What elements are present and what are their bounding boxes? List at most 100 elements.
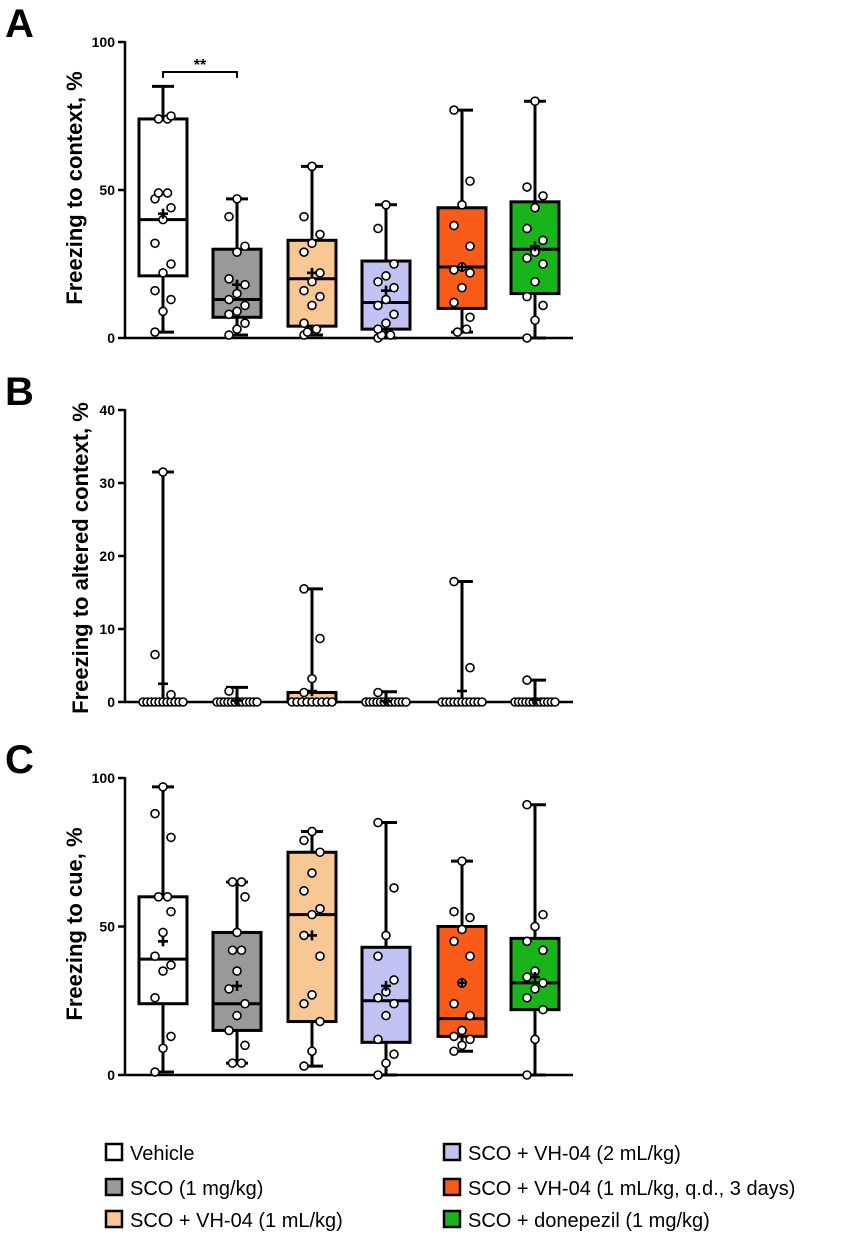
data-point — [522, 253, 532, 263]
plot-cue: 0 50 100 — [92, 770, 573, 1083]
box-1 — [138, 467, 188, 707]
legend-item-donepezil: SCO + donepezil (1 mg/kg) — [442, 1209, 710, 1232]
data-point — [307, 868, 317, 878]
data-point — [307, 238, 317, 249]
data-point — [381, 318, 391, 329]
data-point — [457, 282, 467, 293]
data-point — [522, 223, 532, 234]
box-5 — [436, 105, 488, 337]
data-point — [150, 327, 160, 337]
data-point — [227, 877, 238, 887]
data-point — [373, 687, 383, 698]
data-point — [162, 891, 173, 902]
ylabel-b: Freezing to altered context, % — [68, 402, 93, 714]
data-point — [381, 294, 391, 305]
data-point — [477, 697, 487, 707]
data-point — [373, 951, 383, 962]
data-point — [389, 282, 399, 293]
data-point — [452, 327, 463, 337]
legend-label: SCO (1 mg/kg) — [130, 1178, 263, 1200]
legend-item-vh04-1ml: SCO + VH-04 (1 mL/kg) — [104, 1209, 343, 1232]
data-point — [522, 675, 532, 685]
data-point — [457, 1025, 467, 1036]
data-point — [240, 891, 250, 902]
data-point — [373, 1070, 383, 1080]
data-point — [153, 188, 164, 198]
data-point — [373, 1034, 383, 1045]
data-point — [166, 1031, 176, 1042]
legend-label: SCO + VH-04 (1 mL/kg, q.d., 3 days) — [468, 1178, 795, 1200]
y-tick-label: 100 — [92, 34, 116, 50]
data-point — [150, 1067, 160, 1077]
data-point — [530, 921, 540, 932]
data-point — [373, 223, 383, 234]
data-point — [158, 306, 168, 317]
legend: Vehicle SCO (1 mg/kg) SCO + VH-04 (1 mL/… — [104, 1142, 795, 1232]
legend-swatch — [104, 1177, 124, 1197]
data-point — [158, 467, 168, 477]
data-point — [236, 945, 247, 956]
panel-label-a: A — [5, 2, 34, 46]
data-point — [381, 271, 391, 281]
data-point — [178, 697, 188, 707]
data-point — [389, 259, 399, 269]
data-point — [299, 584, 309, 594]
data-point — [158, 1043, 168, 1054]
data-point — [449, 1046, 459, 1057]
data-point — [457, 200, 467, 210]
plot-context: 0 50 100 ** — [92, 34, 573, 346]
data-point — [150, 285, 160, 296]
data-point — [385, 330, 396, 340]
data-point — [465, 912, 475, 923]
data-point — [150, 992, 160, 1003]
legend-label: SCO + VH-04 (2 mL/kg) — [468, 1143, 681, 1165]
data-point — [299, 886, 309, 896]
data-point — [166, 960, 176, 970]
data-point — [307, 1046, 317, 1057]
data-point — [240, 300, 250, 311]
y-tick-label: 50 — [99, 919, 115, 935]
legend-swatch — [104, 1209, 124, 1229]
data-point — [299, 835, 309, 846]
data-point — [315, 1016, 325, 1027]
box-iqr — [509, 936, 561, 1012]
legend-label: Vehicle — [130, 1143, 195, 1165]
box-2 — [211, 194, 263, 340]
data-point — [299, 998, 309, 1009]
y-tick-label: 0 — [107, 1067, 115, 1083]
data-point — [530, 1034, 540, 1045]
legend-swatch — [104, 1142, 124, 1162]
data-point — [224, 273, 234, 284]
data-point — [389, 998, 399, 1009]
data-point — [227, 1058, 238, 1068]
data-point — [449, 105, 459, 115]
data-point — [449, 936, 459, 947]
data-point — [381, 1010, 391, 1021]
data-point — [299, 247, 309, 257]
data-point — [522, 992, 532, 1003]
data-point — [449, 1031, 459, 1042]
data-point — [240, 1040, 250, 1051]
data-point — [538, 978, 548, 988]
data-point — [236, 877, 247, 887]
data-point — [315, 268, 325, 278]
data-point — [327, 697, 337, 707]
data-point — [224, 330, 234, 340]
data-point — [538, 945, 548, 956]
data-point — [307, 300, 317, 311]
data-point — [224, 294, 234, 305]
data-point — [373, 817, 383, 828]
data-point — [538, 1004, 548, 1015]
data-point — [530, 96, 540, 106]
data-point — [457, 856, 467, 866]
data-point — [373, 300, 383, 311]
data-point — [530, 276, 540, 287]
data-point — [315, 291, 325, 302]
data-point — [240, 998, 250, 1009]
data-point — [150, 238, 160, 249]
box-5 — [436, 856, 488, 1057]
data-point — [311, 324, 322, 334]
box-1 — [137, 84, 189, 337]
data-point — [381, 1058, 391, 1068]
